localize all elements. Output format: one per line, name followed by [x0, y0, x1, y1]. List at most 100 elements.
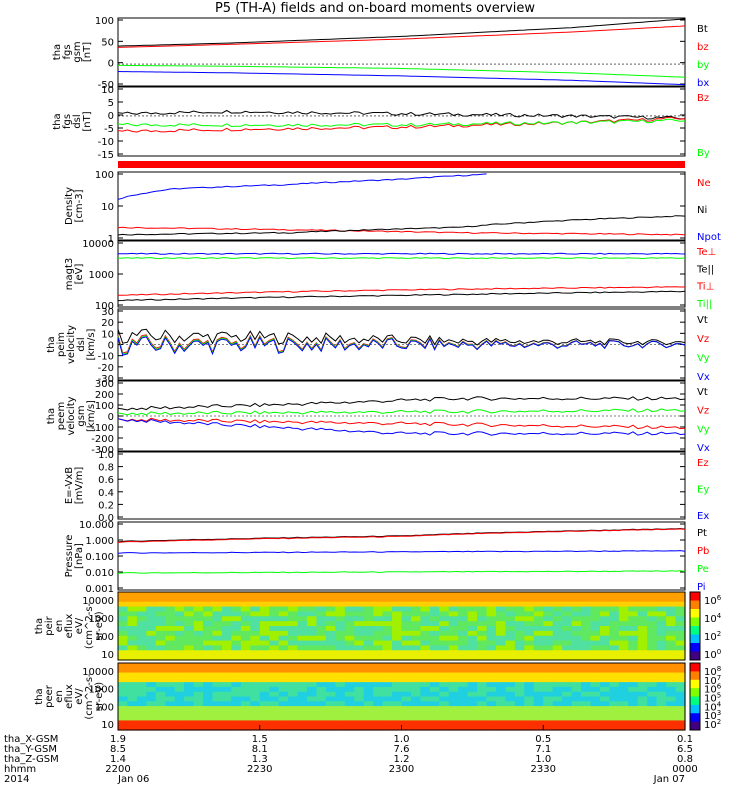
- spectrogram-cell: [514, 645, 525, 651]
- spectrogram-cell: [297, 720, 308, 726]
- spectrogram-cell: [325, 667, 336, 674]
- spectrogram-cell: [675, 725, 686, 731]
- spectrogram-cell: [373, 592, 384, 598]
- spectrogram-cell: [477, 710, 488, 717]
- spectrogram-cell: [458, 655, 469, 661]
- spectrogram-cell: [647, 596, 658, 603]
- spectrogram-cell: [590, 635, 601, 642]
- spectrogram-cell: [477, 672, 488, 678]
- spectrogram-cell: [477, 601, 488, 608]
- legend-label: Vx: [697, 443, 710, 454]
- spectrogram-cell: [647, 663, 658, 669]
- spectrogram-cell: [477, 616, 488, 622]
- series-line-Ti⊥: [118, 252, 686, 255]
- spectrogram-cell: [118, 640, 129, 647]
- spectrogram-cell: [647, 691, 658, 698]
- spectrogram-cell: [259, 682, 270, 688]
- spectrogram-cell: [155, 645, 166, 651]
- spectrogram-cell: [297, 650, 308, 656]
- spectrogram-cell: [335, 663, 346, 669]
- spectrogram-cell: [656, 592, 667, 598]
- y-tick-label: -20: [98, 363, 114, 374]
- spectrogram-cell: [250, 616, 261, 622]
- spectrogram-cell: [269, 715, 280, 722]
- spectrogram-cell: [533, 601, 544, 608]
- spectrogram-cell: [193, 596, 204, 603]
- spectrogram-cell: [259, 626, 270, 632]
- spectrogram-cell: [278, 592, 289, 598]
- spectrogram-cell: [505, 606, 516, 613]
- spectrogram-cell: [259, 715, 270, 722]
- spectrogram-cell: [165, 706, 176, 712]
- spectrogram-cell: [335, 650, 346, 656]
- spectrogram-cell: [524, 655, 535, 661]
- spectrogram-cell: [647, 672, 658, 678]
- legend-label: Pb: [697, 546, 709, 557]
- spectrogram-cell: [609, 677, 620, 683]
- spectrogram-cell: [666, 682, 677, 688]
- spectrogram-cell: [231, 720, 242, 726]
- spectrogram-cell: [240, 706, 251, 712]
- spectrogram-cell: [420, 710, 431, 717]
- spectrogram-cell: [146, 621, 157, 627]
- spectrogram-cell: [675, 596, 686, 603]
- spectrogram-cell: [250, 715, 261, 722]
- spectrogram-cell: [221, 650, 232, 656]
- spectrogram-cell: [496, 611, 507, 617]
- spectrogram-cell: [354, 640, 365, 647]
- spectrogram-cell: [193, 715, 204, 722]
- spectrogram-cell: [184, 667, 195, 674]
- spectrogram-cell: [524, 592, 535, 598]
- panel-density: [117, 171, 686, 241]
- spectrogram-cell: [458, 686, 469, 693]
- spectrogram-cell: [307, 601, 318, 608]
- y-tick-label: 10: [101, 85, 114, 96]
- spectrogram-cell: [656, 645, 667, 651]
- y-tick-label: 30: [101, 307, 114, 318]
- y-axis-label: [mV/m]: [74, 467, 85, 505]
- spectrogram-cell: [571, 630, 582, 637]
- spectrogram-cell: [184, 710, 195, 717]
- spectrogram-cell: [193, 645, 204, 651]
- spectrogram-cell: [581, 696, 592, 702]
- spectrogram-cell: [221, 626, 232, 632]
- spectrogram-cell: [524, 645, 535, 651]
- spectrogram-cell: [269, 720, 280, 726]
- spectrogram-cell: [240, 626, 251, 632]
- spectrogram-cell: [354, 621, 365, 627]
- colorbar-label: 103: [704, 709, 721, 722]
- spectrogram-cell: [193, 621, 204, 627]
- y-tick-label: 200: [95, 390, 114, 401]
- spectrogram-cell: [401, 606, 412, 613]
- spectrogram-cell: [524, 601, 535, 608]
- spectrogram-cell: [373, 720, 384, 726]
- y-tick-label: -5: [104, 124, 114, 135]
- spectrogram-cell: [165, 710, 176, 717]
- spectrogram-cell: [467, 621, 478, 627]
- x-tick-label: 1.0: [535, 754, 551, 765]
- spectrogram-cell: [184, 640, 195, 647]
- spectrogram-cell: [543, 677, 554, 683]
- spectrogram-cell: [221, 686, 232, 693]
- y-tick-label: 0.6: [98, 475, 114, 486]
- y-tick-label: 100: [95, 632, 114, 643]
- spectrogram-cell: [524, 596, 535, 603]
- spectrogram-cell: [637, 672, 648, 678]
- spectrogram-cell: [618, 720, 629, 726]
- spectrogram-cell: [174, 691, 185, 698]
- spectrogram-cell: [656, 720, 667, 726]
- panel-frame: [117, 591, 686, 661]
- spectrogram-cell: [335, 701, 346, 707]
- x-tick-label: 1.4: [110, 754, 126, 765]
- spectrogram-cell: [392, 701, 403, 707]
- spectrogram-cell: [628, 650, 639, 656]
- spectrogram-cell: [297, 635, 308, 642]
- spectrogram-cell: [344, 611, 355, 617]
- spectrogram-cell: [599, 611, 610, 617]
- spectrogram-cell: [656, 672, 667, 678]
- spectrogram-cell: [174, 710, 185, 717]
- spectrogram-cell: [316, 701, 327, 707]
- spectrogram-cell: [647, 601, 658, 608]
- spectrogram-cell: [581, 706, 592, 712]
- spectrogram-cell: [136, 720, 147, 726]
